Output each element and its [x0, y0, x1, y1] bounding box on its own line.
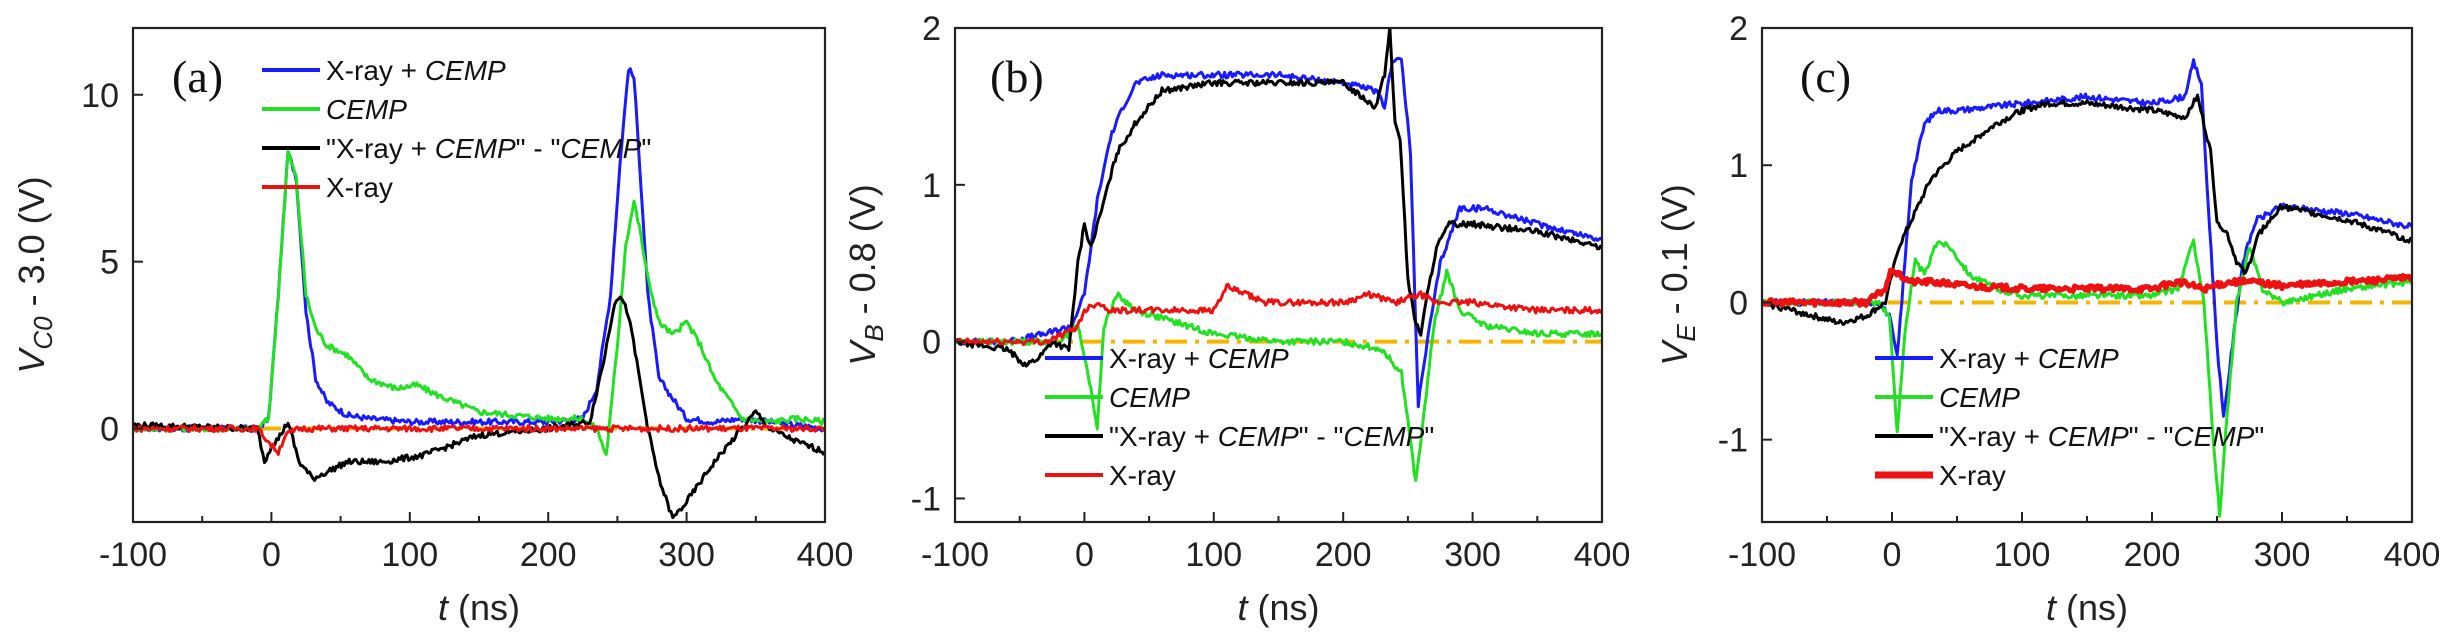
legend: X-ray + CEMP CEMP "X-ray + CEMP" - "CEMP" X…: [262, 55, 651, 203]
series-line-0: [955, 56, 1602, 409]
y-tick-label: 10: [81, 77, 119, 115]
panel-label: (b): [990, 51, 1044, 102]
x-tick-label: -100: [921, 536, 989, 574]
series-line-3: [133, 424, 825, 456]
panel-label: (c): [1800, 51, 1851, 102]
y-tick-label: -1: [1718, 422, 1748, 460]
y-tick-label: 5: [100, 244, 119, 282]
series-line-1: [955, 268, 1602, 482]
x-tick-label: -100: [1728, 536, 1796, 574]
legend-entry: CEMP: [1109, 382, 1190, 413]
x-tick-label: 100: [381, 536, 438, 574]
y-tick-label: 2: [922, 10, 941, 48]
series-line-0: [133, 67, 825, 433]
series-line-0: [1762, 58, 2412, 418]
x-axis-label: t (ns): [1237, 587, 1319, 628]
series-line-2: [133, 295, 825, 520]
plot-frame: [131, 26, 827, 524]
y-tick-label: 1: [1729, 147, 1748, 185]
y-axis-label: VC0 - 3.0 (V): [11, 176, 58, 373]
legend-entry: X-ray + CEMP: [1939, 343, 2119, 374]
legend-entry: X-ray + CEMP: [1109, 343, 1289, 374]
y-tick-label: 0: [922, 324, 941, 362]
y-tick-label: 1: [922, 167, 941, 205]
y-tick-label: 0: [100, 411, 119, 449]
legend: X-ray + CEMP CEMP "X-ray + CEMP" - "CEMP" X…: [1045, 343, 1434, 491]
x-axis-label: t (ns): [438, 587, 520, 628]
series-line-3: [955, 282, 1602, 346]
legend-entry: "X-ray + CEMP" - "CEMP": [1109, 421, 1434, 452]
x-axis-label: t (ns): [2046, 587, 2128, 628]
y-tick-label: 2: [1729, 10, 1748, 48]
x-tick-label: 200: [2124, 536, 2181, 574]
legend-entry: X-ray: [326, 172, 393, 203]
x-tick-label: 0: [1883, 536, 1902, 574]
series-line-2: [955, 28, 1602, 368]
x-tick-label: 400: [1574, 536, 1631, 574]
legend: X-ray + CEMP CEMP "X-ray + CEMP" - "CEMP" X…: [1875, 343, 2264, 491]
series-line-2: [1762, 93, 2412, 326]
series-line-1: [133, 149, 825, 456]
legend-entry: CEMP: [326, 94, 407, 125]
legend-entry: X-ray + CEMP: [326, 55, 506, 86]
legend-entry: "X-ray + CEMP" - "CEMP": [326, 133, 651, 164]
y-axis-label: VE - 0.1 (V): [1654, 184, 1701, 365]
y-axis-label: VB - 0.8 (V): [842, 184, 889, 365]
panel-a: -100 0 100 200 300 400 0 5 10 t (ns) VC0 - 3.0 (V)…: [11, 26, 854, 628]
x-tick-label: 300: [658, 536, 715, 574]
legend-entry: X-ray: [1939, 460, 2006, 491]
x-tick-label: 0: [1075, 536, 1094, 574]
x-tick-label: 100: [1185, 536, 1242, 574]
series-line-3: [1762, 267, 2412, 308]
panel-label: (a): [172, 51, 223, 102]
y-tick-label: -1: [911, 480, 941, 518]
x-tick-label: 400: [2384, 536, 2441, 574]
series-line-1: [1762, 238, 2412, 518]
x-tick-label: 300: [1444, 536, 1501, 574]
panel-b: -100 0 100 200 300 400 -1 0 1 2 t (ns) VB - 0.8 (V)…: [842, 10, 1630, 628]
x-tick-label: 200: [520, 536, 577, 574]
x-tick-label: 300: [2254, 536, 2311, 574]
legend-entry: "X-ray + CEMP" - "CEMP": [1939, 421, 2264, 452]
legend-entry: CEMP: [1939, 382, 2020, 413]
x-tick-label: 100: [1994, 536, 2051, 574]
y-tick-label: 0: [1729, 284, 1748, 322]
panel-c: -100 0 100 200 300 400 -1 0 1 2 t (ns) VE - 0.1 (V)…: [1654, 10, 2440, 628]
x-tick-label: 400: [797, 536, 854, 574]
x-tick-label: 200: [1315, 536, 1372, 574]
legend-entry: X-ray: [1109, 460, 1176, 491]
x-tick-label: -100: [99, 536, 167, 574]
x-tick-label: 0: [262, 536, 281, 574]
